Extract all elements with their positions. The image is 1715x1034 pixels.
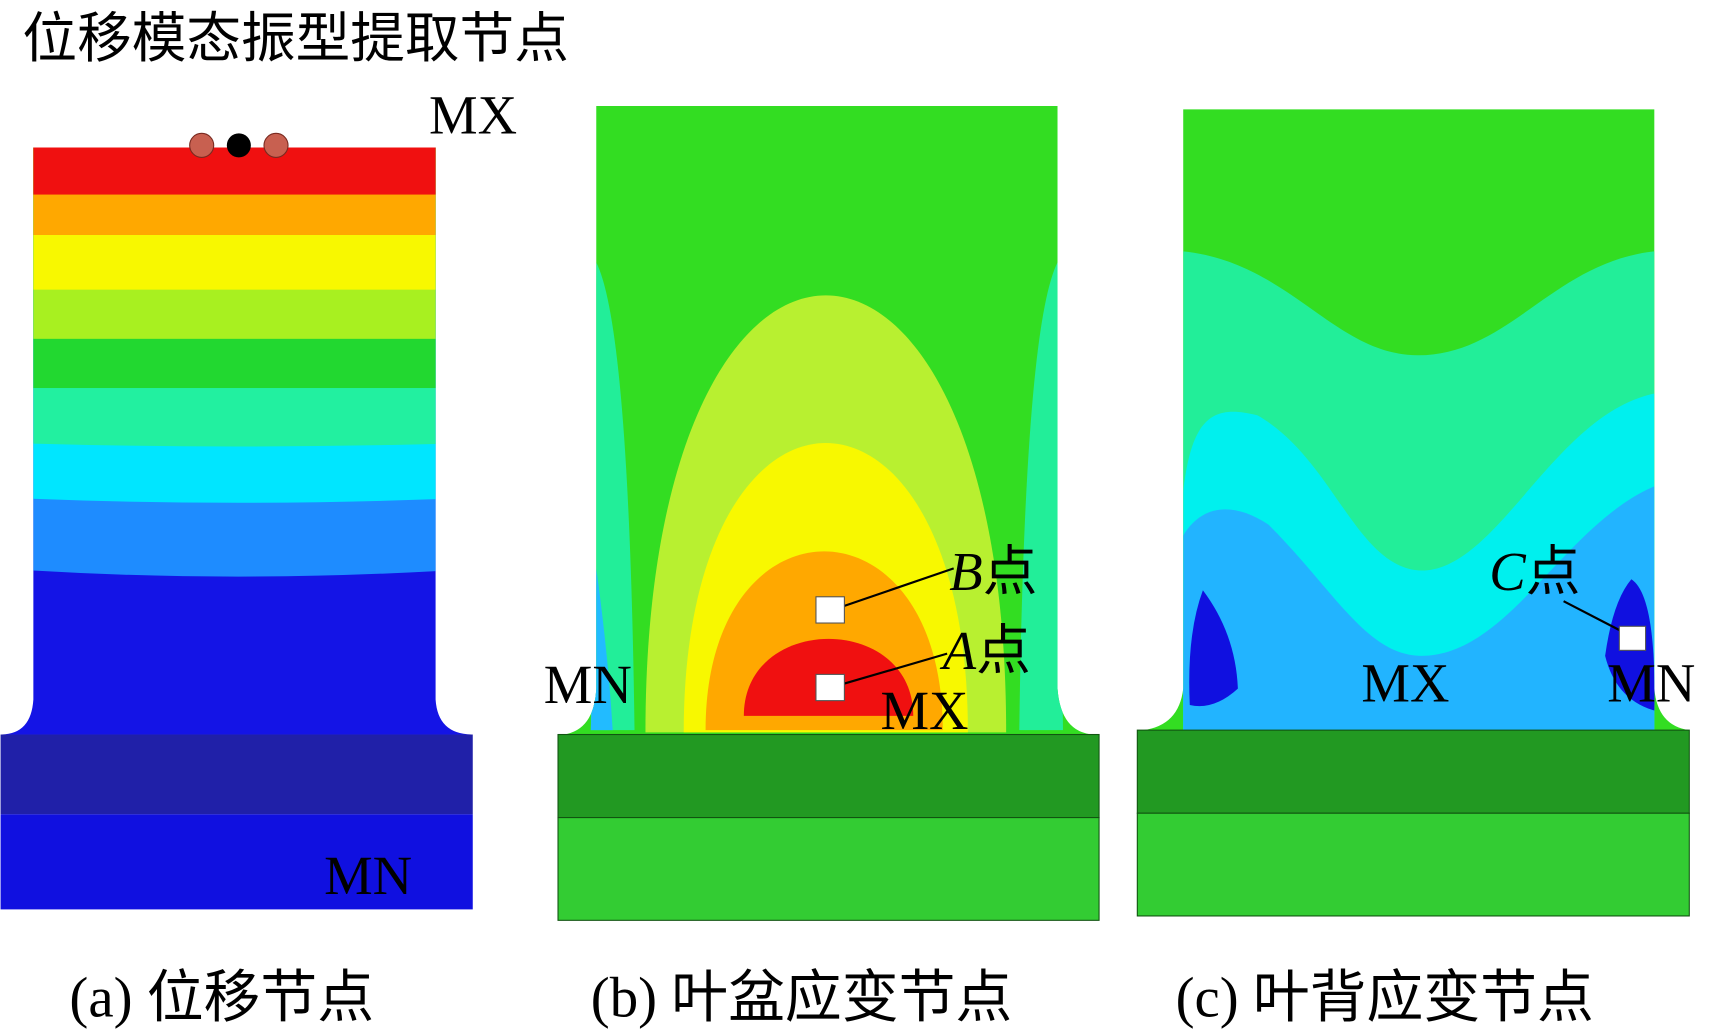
point-label: A点 — [940, 620, 1031, 681]
max-label: MX — [429, 84, 517, 145]
figure-title: 位移模态振型提取节点 — [22, 8, 568, 69]
leader — [1563, 600, 1624, 633]
node-marker — [815, 596, 845, 624]
base-bottom — [1136, 812, 1690, 917]
band — [1183, 486, 1655, 731]
leader — [841, 652, 948, 686]
base-top — [557, 733, 1100, 819]
blade-b — [563, 106, 1094, 735]
node — [263, 132, 289, 158]
point-suffix: 点 — [983, 541, 1038, 602]
band — [1189, 590, 1238, 707]
base-bottom — [0, 814, 473, 910]
base-bottom — [557, 817, 1100, 921]
point-letter: B — [949, 541, 982, 602]
min-label: MN — [544, 654, 632, 715]
point-letter: A — [940, 620, 977, 681]
node — [226, 133, 251, 158]
point-label: C点 — [1489, 541, 1580, 602]
node — [189, 132, 215, 158]
edge — [590, 568, 613, 731]
caption: (c) 叶背应变节点 — [1176, 967, 1594, 1030]
point-suffix: 点 — [976, 620, 1031, 681]
base-top — [0, 734, 473, 815]
point-label: B点 — [949, 541, 1037, 602]
min-label: MN — [324, 845, 412, 906]
edge — [1019, 262, 1063, 731]
blade-c — [1142, 109, 1690, 731]
min-label: MN — [1607, 653, 1695, 714]
node-marker — [815, 673, 845, 702]
caption: (b) 叶盆应变节点 — [591, 967, 1012, 1030]
blade-a — [0, 147, 473, 735]
node-marker — [1618, 625, 1647, 651]
max-label: MX — [1361, 653, 1449, 714]
caption: (a) 位移节点 — [69, 967, 374, 1030]
max-label: MX — [880, 680, 968, 741]
leader — [841, 567, 955, 608]
point-letter: C — [1489, 541, 1526, 602]
point-suffix: 点 — [1526, 541, 1581, 602]
base-top — [1136, 729, 1690, 814]
